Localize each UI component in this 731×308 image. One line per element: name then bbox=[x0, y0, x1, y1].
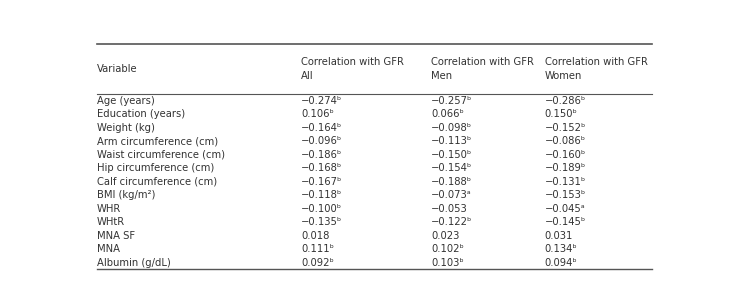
Text: 0.111ᵇ: 0.111ᵇ bbox=[301, 244, 334, 254]
Text: −0.257ᵇ: −0.257ᵇ bbox=[431, 95, 473, 106]
Text: −0.150ᵇ: −0.150ᵇ bbox=[431, 150, 472, 160]
Text: −0.113ᵇ: −0.113ᵇ bbox=[431, 136, 472, 146]
Text: Weight (kg): Weight (kg) bbox=[97, 123, 155, 133]
Text: 0.134ᵇ: 0.134ᵇ bbox=[545, 244, 577, 254]
Text: −0.168ᵇ: −0.168ᵇ bbox=[301, 163, 342, 173]
Text: −0.122ᵇ: −0.122ᵇ bbox=[431, 217, 473, 227]
Text: Arm circumference (cm): Arm circumference (cm) bbox=[97, 136, 218, 146]
Text: Correlation with GFR
All: Correlation with GFR All bbox=[301, 57, 404, 81]
Text: −0.154ᵇ: −0.154ᵇ bbox=[431, 163, 472, 173]
Text: 0.102ᵇ: 0.102ᵇ bbox=[431, 244, 464, 254]
Text: 0.092ᵇ: 0.092ᵇ bbox=[301, 257, 334, 268]
Text: 0.103ᵇ: 0.103ᵇ bbox=[431, 257, 464, 268]
Text: −0.164ᵇ: −0.164ᵇ bbox=[301, 123, 342, 133]
Text: −0.073ᵃ: −0.073ᵃ bbox=[431, 190, 472, 200]
Text: −0.145ᵇ: −0.145ᵇ bbox=[545, 217, 586, 227]
Text: −0.274ᵇ: −0.274ᵇ bbox=[301, 95, 342, 106]
Text: −0.153ᵇ: −0.153ᵇ bbox=[545, 190, 586, 200]
Text: −0.160ᵇ: −0.160ᵇ bbox=[545, 150, 586, 160]
Text: −0.098ᵇ: −0.098ᵇ bbox=[431, 123, 472, 133]
Text: MNA: MNA bbox=[97, 244, 120, 254]
Text: Education (years): Education (years) bbox=[97, 109, 185, 119]
Text: Age (years): Age (years) bbox=[97, 95, 155, 106]
Text: −0.286ᵇ: −0.286ᵇ bbox=[545, 95, 586, 106]
Text: Correlation with GFR
Men: Correlation with GFR Men bbox=[431, 57, 534, 81]
Text: Hip circumference (cm): Hip circumference (cm) bbox=[97, 163, 214, 173]
Text: Correlation with GFR
Women: Correlation with GFR Women bbox=[545, 57, 648, 81]
Text: −0.188ᵇ: −0.188ᵇ bbox=[431, 176, 472, 187]
Text: 0.023: 0.023 bbox=[431, 231, 460, 241]
Text: −0.118ᵇ: −0.118ᵇ bbox=[301, 190, 342, 200]
Text: −0.096ᵇ: −0.096ᵇ bbox=[301, 136, 342, 146]
Text: WHtR: WHtR bbox=[97, 217, 125, 227]
Text: Albumin (g/dL): Albumin (g/dL) bbox=[97, 257, 171, 268]
Text: BMI (kg/m²): BMI (kg/m²) bbox=[97, 190, 156, 200]
Text: −0.045ᵃ: −0.045ᵃ bbox=[545, 204, 586, 214]
Text: −0.135ᵇ: −0.135ᵇ bbox=[301, 217, 342, 227]
Text: Variable: Variable bbox=[97, 64, 137, 74]
Text: 0.106ᵇ: 0.106ᵇ bbox=[301, 109, 334, 119]
Text: Waist circumference (cm): Waist circumference (cm) bbox=[97, 150, 225, 160]
Text: MNA SF: MNA SF bbox=[97, 231, 135, 241]
Text: −0.100ᵇ: −0.100ᵇ bbox=[301, 204, 342, 214]
Text: 0.150ᵇ: 0.150ᵇ bbox=[545, 109, 577, 119]
Text: Calf circumference (cm): Calf circumference (cm) bbox=[97, 176, 217, 187]
Text: −0.186ᵇ: −0.186ᵇ bbox=[301, 150, 342, 160]
Text: −0.152ᵇ: −0.152ᵇ bbox=[545, 123, 586, 133]
Text: −0.131ᵇ: −0.131ᵇ bbox=[545, 176, 586, 187]
Text: 0.094ᵇ: 0.094ᵇ bbox=[545, 257, 577, 268]
Text: −0.086ᵇ: −0.086ᵇ bbox=[545, 136, 586, 146]
Text: 0.031: 0.031 bbox=[545, 231, 573, 241]
Text: −0.053: −0.053 bbox=[431, 204, 468, 214]
Text: 0.018: 0.018 bbox=[301, 231, 330, 241]
Text: −0.167ᵇ: −0.167ᵇ bbox=[301, 176, 342, 187]
Text: WHR: WHR bbox=[97, 204, 121, 214]
Text: −0.189ᵇ: −0.189ᵇ bbox=[545, 163, 586, 173]
Text: 0.066ᵇ: 0.066ᵇ bbox=[431, 109, 464, 119]
